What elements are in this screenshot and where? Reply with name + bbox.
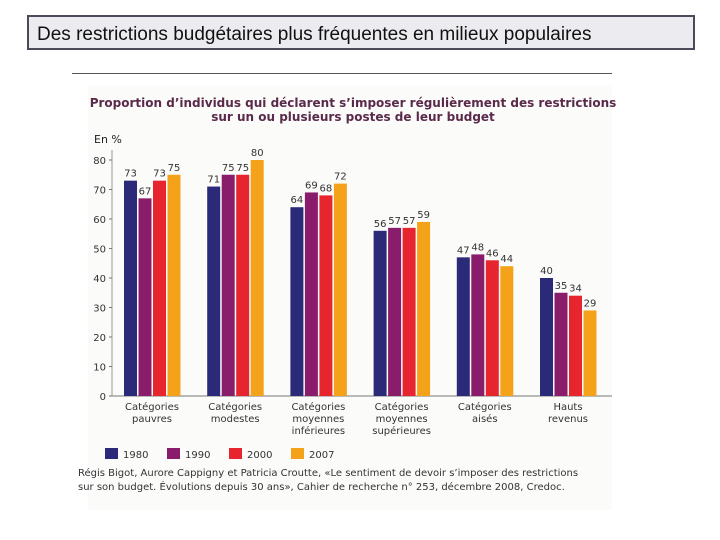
data-label: 73 [124, 169, 137, 180]
legend-label: 1990 [185, 450, 210, 461]
bar-2007 [500, 266, 514, 396]
bar-2007 [333, 183, 347, 396]
x-category-label: revenus [548, 414, 588, 425]
data-label: 56 [374, 219, 387, 230]
bar-2007 [250, 160, 264, 396]
data-label: 47 [457, 245, 470, 256]
data-label: 80 [251, 148, 264, 159]
legend-swatch-1980 [105, 448, 118, 459]
x-category-label: pauvres [132, 414, 172, 425]
bar-2007 [417, 221, 431, 396]
slide-title: Des restrictions budgétaires plus fréque… [27, 15, 695, 50]
x-category-label: supérieures [372, 425, 431, 437]
bar-1990 [554, 292, 568, 396]
x-category-label: aisés [472, 413, 497, 425]
bar-2000 [153, 180, 166, 396]
x-category-label: Catégories [208, 401, 262, 413]
x-category-label: moyennes [376, 414, 428, 425]
data-label: 72 [334, 172, 347, 183]
bar-2007 [167, 174, 181, 396]
data-label: 57 [388, 216, 401, 227]
bar-2000 [319, 195, 333, 396]
data-label: 75 [168, 163, 181, 174]
data-label: 57 [403, 216, 416, 227]
data-label: 44 [500, 254, 513, 265]
data-label: 64 [291, 195, 304, 206]
bar-1990 [138, 198, 152, 396]
bar-2000 [569, 295, 582, 396]
data-label: 29 [584, 298, 597, 309]
data-label: 75 [222, 163, 235, 174]
bar-2000 [236, 174, 250, 396]
x-category-label: moyennes [292, 414, 344, 425]
bar-1980 [290, 207, 304, 396]
bar-2000 [485, 260, 499, 396]
x-category-label: inférieures [292, 425, 345, 437]
bar-1980 [124, 180, 137, 396]
bar-1980 [540, 278, 553, 396]
data-label: 67 [139, 186, 152, 197]
legend-label: 2007 [309, 450, 334, 461]
y-tick-label: 10 [93, 363, 106, 374]
y-tick-label: 20 [93, 333, 106, 344]
x-category-label: Catégories [291, 401, 345, 413]
y-tick-label: 0 [100, 392, 106, 403]
data-label: 46 [486, 248, 499, 259]
data-label: 73 [153, 169, 166, 180]
data-label: 59 [417, 210, 430, 221]
y-tick-label: 80 [93, 156, 106, 167]
legend-label: 2000 [247, 450, 272, 461]
x-category-label: modestes [211, 414, 260, 425]
y-tick-label: 30 [93, 304, 106, 315]
data-label: 68 [320, 183, 333, 194]
legend-label: 1980 [123, 450, 148, 461]
bar-1990 [304, 192, 318, 396]
data-label: 48 [471, 242, 484, 253]
bar-1990 [221, 174, 235, 396]
divider [72, 73, 612, 74]
data-label: 40 [540, 266, 553, 277]
bar-1990 [471, 254, 485, 396]
legend-swatch-1990 [167, 448, 180, 459]
x-category-label: Catégories [458, 401, 512, 413]
source-line-2: sur son budget. Évolutions depuis 30 ans… [78, 480, 565, 493]
chart-title-line-2: sur un ou plusieurs postes de leur budge… [211, 110, 495, 124]
bar-2000 [402, 227, 416, 396]
chart-title-line-1: Proportion d’individus qui déclarent s’i… [90, 96, 617, 110]
y-tick-label: 70 [93, 186, 106, 197]
data-label: 71 [207, 175, 220, 186]
y-tick-label: 60 [93, 215, 106, 226]
source-line-1: Régis Bigot, Aurore Cappigny et Patricia… [78, 467, 578, 479]
y-tick-label: 50 [93, 245, 106, 256]
y-axis-label: En % [94, 133, 122, 146]
data-label: 35 [555, 281, 568, 292]
chart-background [88, 85, 612, 510]
bar-2007 [583, 310, 597, 396]
bar-1980 [207, 186, 221, 396]
data-label: 34 [569, 284, 582, 295]
bar-1980 [456, 257, 470, 396]
x-category-label: Catégories [375, 401, 429, 413]
legend-swatch-2007 [291, 448, 304, 459]
bar-1990 [388, 227, 402, 396]
x-category-label: Hauts [553, 402, 582, 413]
y-tick-label: 40 [93, 274, 106, 285]
legend-swatch-2000 [229, 448, 242, 459]
data-label: 69 [305, 180, 318, 191]
bar-1980 [373, 230, 387, 396]
x-category-label: Catégories [125, 401, 179, 413]
data-label: 75 [236, 163, 249, 174]
